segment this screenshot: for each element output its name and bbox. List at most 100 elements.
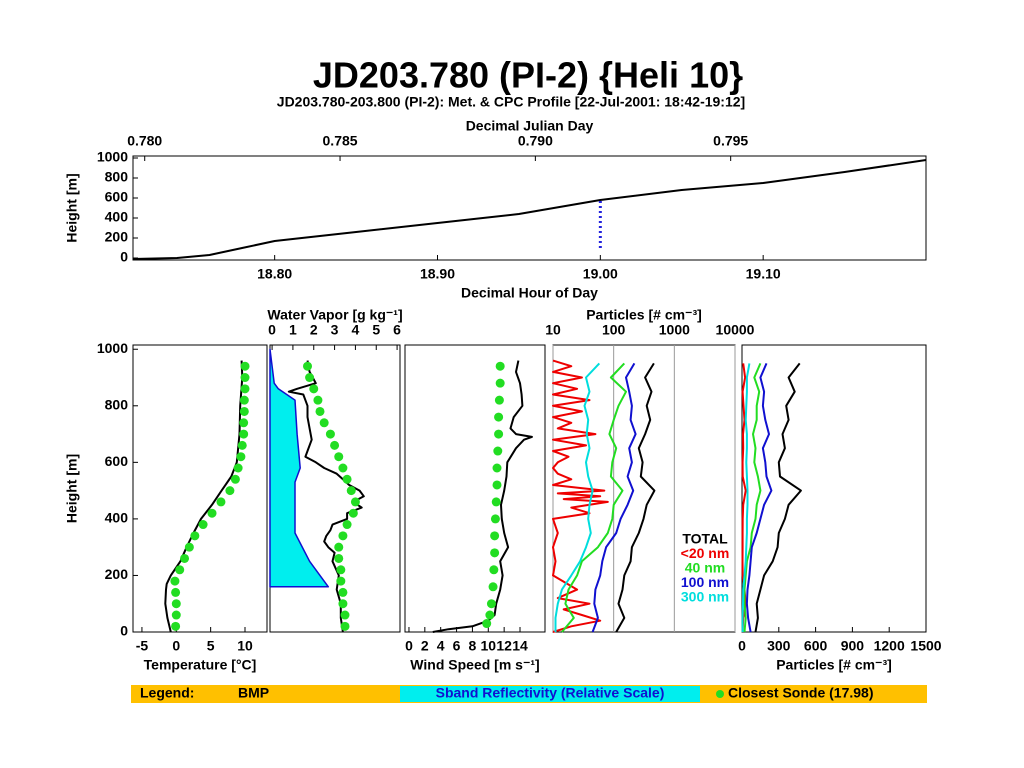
profile-line: [432, 360, 533, 633]
x-tick-label: 6: [453, 638, 461, 654]
sonde-point: [342, 520, 352, 530]
sonde-point: [494, 395, 504, 405]
sonde-point: [490, 514, 500, 524]
x-tick-label: 19.10: [746, 266, 781, 282]
sonde-point: [491, 497, 501, 507]
x-tick-label: -5: [136, 638, 149, 654]
x-axis-label: Water Vapor [g kg⁻¹]: [267, 307, 402, 323]
sonde-point: [493, 446, 503, 456]
sonde-point: [239, 429, 249, 439]
x-tick-label: 0: [268, 322, 276, 338]
sonde-point: [171, 587, 181, 597]
y-tick-label: 1000: [97, 149, 128, 165]
legend-marker: [716, 690, 724, 698]
sonde-point: [303, 361, 312, 371]
x-tick-label: 8: [469, 638, 477, 654]
legend-entry: <20 nm: [681, 545, 730, 561]
sonde-point: [319, 418, 329, 428]
sonde-point: [336, 576, 346, 586]
y-tick-label: 600: [105, 189, 129, 205]
sonde-point: [489, 565, 499, 575]
sonde-point: [315, 406, 325, 416]
sonde-point: [180, 553, 190, 563]
x-tick-label: 1: [289, 322, 297, 338]
legend-entry: 300 nm: [681, 589, 729, 605]
legend-entry: 40 nm: [685, 560, 725, 576]
sonde-point: [170, 576, 180, 586]
sonde-point: [348, 508, 358, 518]
x-tick-label: 6: [393, 322, 401, 338]
sonde-point: [225, 486, 235, 496]
y-tick-label: 400: [105, 510, 129, 526]
sonde-point: [340, 610, 350, 620]
sonde-point: [325, 429, 335, 439]
legend-swatch: [400, 686, 700, 702]
y-tick-label: 1000: [97, 340, 128, 356]
sonde-point: [492, 480, 502, 490]
sonde-point: [230, 474, 240, 484]
x-tick-label: 300: [767, 638, 791, 654]
sonde-point: [198, 520, 208, 530]
x-tick-label: 10: [480, 638, 496, 654]
panel-title: JD203.780-203.800 (PI-2): Met. & CPC Pro…: [277, 94, 745, 110]
profile-line: [552, 359, 609, 633]
sonde-point: [482, 619, 492, 629]
x-tick-label: 0.790: [518, 133, 553, 149]
sonde-point: [330, 440, 340, 450]
x2-axis-label: Decimal Julian Day: [466, 118, 594, 134]
profile-line: [591, 362, 637, 633]
sonde-point: [338, 463, 348, 473]
x-tick-label: 18.80: [257, 266, 292, 282]
sonde-point: [338, 599, 348, 609]
profile-line: [745, 363, 773, 633]
legend-label: Legend:: [140, 685, 194, 701]
profile-line: [615, 362, 656, 633]
x-tick-label: 4: [437, 638, 445, 654]
x-tick-label: 100: [602, 322, 626, 338]
x-tick-label: 14: [512, 638, 528, 654]
y-tick-label: 400: [105, 209, 129, 225]
sonde-point: [236, 452, 246, 462]
sonde-point: [171, 610, 181, 620]
sonde-point: [334, 553, 344, 563]
sonde-point: [334, 542, 344, 552]
main-title: JD203.780 (PI-2) {Heli 10}: [313, 55, 743, 96]
x-tick-label: 0: [738, 638, 746, 654]
sonde-point: [342, 474, 352, 484]
sonde-point: [190, 531, 200, 541]
legend-entry: 100 nm: [681, 574, 729, 590]
sonde-point: [240, 384, 250, 394]
plot-frame: [132, 344, 268, 633]
sonde-point: [338, 531, 348, 541]
sonde-point: [175, 565, 185, 575]
legend-entry: TOTAL: [682, 531, 728, 547]
sonde-point: [488, 582, 498, 592]
x-tick-label: 0: [172, 638, 180, 654]
sonde-point: [233, 463, 243, 473]
sonde-point: [171, 599, 181, 609]
profile-line: [554, 362, 601, 632]
x-tick-label: 19.00: [583, 266, 618, 282]
sonde-point: [494, 412, 504, 422]
profile-line: [287, 360, 365, 633]
y-axis-label: Height [m]: [64, 454, 80, 523]
profile-line: [754, 362, 802, 633]
y-tick-label: 0: [120, 623, 128, 639]
x-axis-label: Wind Speed [m s⁻¹]: [410, 657, 539, 673]
sonde-point: [239, 418, 249, 428]
sonde-point: [239, 406, 249, 416]
sonde-point: [495, 361, 505, 371]
sonde-point: [240, 361, 250, 371]
x-tick-label: 10000: [716, 322, 755, 338]
y-tick-label: 200: [105, 229, 129, 245]
sonde-point: [340, 621, 350, 631]
sonde-point: [240, 373, 250, 383]
reflectivity-area: [269, 348, 330, 588]
sonde-point: [309, 384, 319, 394]
profile-line: [561, 362, 627, 633]
x-axis-label: Particles [# cm⁻³]: [776, 657, 892, 673]
y-tick-label: 600: [105, 453, 129, 469]
x-tick-label: 1000: [659, 322, 690, 338]
sonde-point: [207, 508, 217, 518]
